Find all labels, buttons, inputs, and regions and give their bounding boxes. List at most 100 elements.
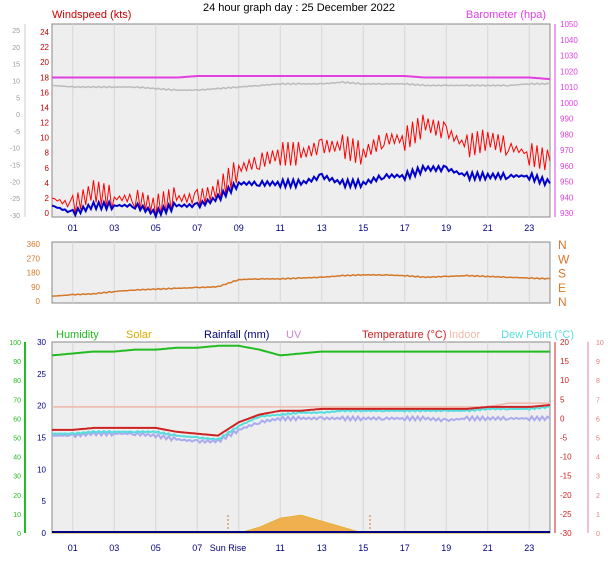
direction-tick-label: 180 (27, 269, 41, 278)
uv-tick-label: 5 (596, 436, 600, 443)
rain-tick-label: 0 (42, 529, 47, 538)
temp-tick-label: -30 (560, 529, 572, 538)
uv-tick-label: 8 (596, 378, 600, 385)
humidity-tick-label: 60 (13, 416, 21, 423)
temp-scale-tick-label: -5 (14, 129, 20, 136)
temp-scale-tick-label: 20 (12, 45, 20, 52)
dewpoint-label: Dew Point (°C) (501, 329, 574, 341)
wind-tick-label: 20 (40, 58, 49, 67)
temp-tick-label: -10 (560, 453, 572, 462)
temp-scale-tick-label: -25 (10, 196, 20, 203)
baro-tick-label: 990 (560, 115, 574, 124)
x-tick-label: 09 (234, 223, 244, 233)
uv-tick-label: 10 (596, 340, 604, 347)
wind-panel (51, 23, 551, 218)
baro-line (52, 75, 551, 81)
compass-label: N (558, 238, 567, 252)
temp-scale-tick-label: -30 (10, 213, 20, 220)
compass-label: S (558, 267, 566, 281)
baro-label: Barometer (hpa) (466, 9, 546, 21)
humidity-tick-label: 50 (13, 436, 21, 443)
rain-tick-label: 30 (37, 338, 46, 347)
humidity-line (51, 344, 550, 357)
indoor-label: Indoor (449, 329, 481, 341)
baro-tick-label: 980 (560, 130, 574, 139)
humidity-tick-label: 40 (13, 455, 21, 462)
temp-scale-tick-label: -15 (10, 163, 20, 170)
x-tick-label: 11 (276, 543, 285, 553)
x-tick-label: 05 (151, 223, 161, 233)
x-tick-label: 01 (68, 543, 78, 553)
wind-tick-label: 2 (45, 194, 50, 203)
wind-tick-label: 18 (40, 73, 49, 82)
rain-tick-label: 10 (37, 465, 46, 474)
temp-scale-tick-label: -10 (10, 146, 20, 153)
humidity-tick-label: 10 (13, 512, 21, 519)
humidity-tick-label: 80 (13, 378, 21, 385)
dewpoint-line (51, 405, 551, 441)
compass-label: E (558, 281, 566, 295)
wind-label: Windspeed (kts) (52, 9, 131, 21)
uv-label: UV (286, 329, 302, 341)
x-tick-label: 17 (400, 223, 410, 233)
temp-scale-tick-label: 15 (12, 62, 20, 69)
x-tick-label: 03 (109, 223, 119, 233)
graph-title: 24 hour graph day : 25 December 2022 (203, 2, 395, 14)
baro-tick-label: 970 (560, 146, 574, 155)
x-tick-label: 21 (483, 223, 493, 233)
baro-tick-label: 940 (560, 193, 574, 202)
chill-line (51, 414, 551, 445)
wind-tick-label: 8 (45, 149, 50, 158)
uv-tick-label: 3 (596, 474, 600, 481)
wind-tick-label: 6 (45, 164, 50, 173)
sunrise-label: Sun Rise (210, 543, 247, 553)
x-tick-label: 05 (151, 543, 161, 553)
temp-panel (51, 341, 551, 534)
direction-line (51, 273, 551, 298)
direction-tick-label: 360 (27, 240, 41, 249)
temp-scale-tick-label: 0 (16, 112, 20, 119)
wind-tick-label: 10 (40, 134, 49, 143)
rain-label: Rainfall (mm) (204, 329, 269, 341)
solar-label: Solar (126, 329, 152, 341)
rain-tick-label: 15 (37, 434, 46, 443)
temp-scale-tick-label: -20 (10, 179, 20, 186)
temp-tick-label: -5 (560, 434, 568, 443)
baro-tick-label: 1030 (560, 52, 578, 61)
x-tick-label: 07 (192, 223, 202, 233)
baro-tick-label: 960 (560, 162, 574, 171)
uv-tick-label: 9 (596, 359, 600, 366)
wind-tick-label: 24 (40, 28, 49, 37)
temp-tick-label: 15 (560, 357, 569, 366)
uv-tick-label: 2 (596, 493, 600, 500)
humidity-tick-label: 30 (13, 474, 21, 481)
uv-tick-label: 7 (596, 397, 600, 404)
wind-tick-label: 16 (40, 88, 49, 97)
temperature-line (52, 404, 551, 437)
x-tick-label: 01 (68, 223, 78, 233)
compass-label: W (558, 252, 570, 266)
humidity-tick-label: 70 (13, 397, 21, 404)
indoor-line (52, 402, 550, 408)
temp-tick-label: 0 (560, 414, 565, 423)
direction-tick-label: 270 (27, 254, 41, 263)
direction-tick-label: 0 (36, 297, 41, 306)
humidity-label: Humidity (56, 329, 99, 341)
temp-tick-label: 20 (560, 338, 569, 347)
baro-prev-line (51, 80, 551, 92)
wind-tick-label: 14 (40, 103, 49, 112)
x-tick-label: 11 (276, 223, 285, 233)
temp-scale-tick-label: 5 (16, 95, 20, 102)
rain-tick-label: 5 (42, 497, 47, 506)
temp-tick-label: 5 (560, 395, 565, 404)
x-tick-label: 17 (400, 543, 410, 553)
rain-tick-label: 20 (37, 402, 46, 411)
uv-tick-label: 4 (596, 455, 600, 462)
temp-label: Temperature (°C) (362, 329, 446, 341)
rain-tick-label: 25 (37, 370, 46, 379)
temp-scale-tick-label: 25 (12, 28, 20, 35)
x-tick-label: 21 (483, 543, 493, 553)
baro-tick-label: 1020 (560, 67, 578, 76)
baro-tick-label: 1040 (560, 36, 578, 45)
